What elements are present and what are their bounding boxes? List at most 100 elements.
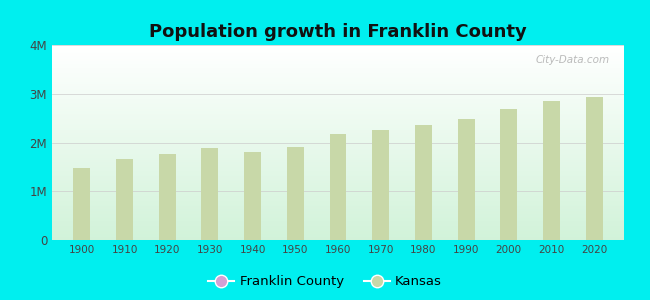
Bar xyxy=(52,170,624,171)
Bar xyxy=(52,229,624,230)
Bar xyxy=(52,74,624,75)
Bar xyxy=(52,214,624,215)
Bar xyxy=(52,159,624,160)
Bar xyxy=(52,195,624,196)
Bar xyxy=(52,78,624,79)
Bar xyxy=(52,49,624,50)
Bar xyxy=(52,220,624,221)
Bar xyxy=(52,181,624,182)
Text: City-Data.com: City-Data.com xyxy=(536,55,610,65)
Bar xyxy=(52,124,624,125)
Bar xyxy=(52,231,624,232)
Bar xyxy=(52,60,624,61)
Bar xyxy=(52,137,624,138)
Bar xyxy=(52,225,624,226)
Bar xyxy=(52,128,624,129)
Bar xyxy=(52,120,624,121)
Bar xyxy=(52,160,624,161)
Bar xyxy=(52,57,624,58)
Bar xyxy=(52,213,624,214)
Bar xyxy=(52,61,624,62)
Bar xyxy=(52,76,624,77)
Bar xyxy=(52,168,624,169)
Bar xyxy=(159,154,176,240)
Bar xyxy=(52,158,624,159)
Bar xyxy=(52,66,624,68)
Bar xyxy=(52,187,624,188)
Bar xyxy=(52,56,624,57)
Bar xyxy=(52,62,624,64)
Bar xyxy=(52,116,624,117)
Bar xyxy=(52,69,624,70)
Bar xyxy=(52,79,624,80)
Bar xyxy=(52,169,624,170)
Bar xyxy=(52,103,624,104)
Bar xyxy=(52,86,624,87)
Bar xyxy=(52,45,624,46)
Bar xyxy=(52,186,624,187)
Bar xyxy=(52,223,624,224)
Bar xyxy=(52,151,624,152)
Bar xyxy=(52,91,624,92)
Bar xyxy=(52,142,624,143)
Bar xyxy=(52,113,624,114)
Bar xyxy=(52,203,624,204)
Bar xyxy=(52,196,624,197)
Bar xyxy=(543,101,560,240)
Bar xyxy=(52,121,624,122)
Bar xyxy=(52,114,624,115)
Bar xyxy=(52,54,624,55)
Bar xyxy=(244,152,261,240)
Bar xyxy=(52,211,624,212)
Bar xyxy=(52,87,624,88)
Bar xyxy=(52,82,624,83)
Bar xyxy=(52,173,624,174)
Bar xyxy=(52,177,624,178)
Bar xyxy=(52,167,624,168)
Bar xyxy=(52,165,624,166)
Bar xyxy=(73,168,90,240)
Bar xyxy=(52,178,624,179)
Bar xyxy=(52,176,624,177)
Bar xyxy=(52,108,624,109)
Bar xyxy=(52,50,624,51)
Bar xyxy=(52,126,624,127)
Bar xyxy=(52,175,624,176)
Bar xyxy=(52,209,624,210)
Bar xyxy=(52,65,624,66)
Bar xyxy=(52,156,624,157)
Bar xyxy=(52,51,624,52)
Bar xyxy=(52,134,624,135)
Bar xyxy=(52,85,624,86)
Bar xyxy=(52,129,624,130)
Bar xyxy=(52,207,624,208)
Bar xyxy=(52,81,624,82)
Bar xyxy=(52,53,624,54)
Bar xyxy=(52,77,624,78)
Bar xyxy=(52,171,624,172)
Bar xyxy=(52,118,624,119)
Bar xyxy=(52,202,624,203)
Bar xyxy=(52,230,624,231)
Bar xyxy=(52,131,624,132)
Bar xyxy=(52,224,624,225)
Bar xyxy=(52,157,624,158)
Bar xyxy=(52,132,624,133)
Bar xyxy=(52,152,624,153)
Bar xyxy=(52,95,624,96)
Bar xyxy=(52,52,624,53)
Bar xyxy=(52,205,624,206)
Legend: Franklin County, Kansas: Franklin County, Kansas xyxy=(203,270,447,293)
Bar xyxy=(458,119,474,240)
Bar xyxy=(52,163,624,164)
Bar xyxy=(52,148,624,149)
Bar xyxy=(52,94,624,95)
Bar xyxy=(52,68,624,69)
Bar xyxy=(52,89,624,90)
Bar xyxy=(52,73,624,74)
Bar xyxy=(52,70,624,71)
Bar xyxy=(52,238,624,239)
Bar xyxy=(52,155,624,156)
Bar xyxy=(52,55,624,56)
Bar xyxy=(52,210,624,211)
